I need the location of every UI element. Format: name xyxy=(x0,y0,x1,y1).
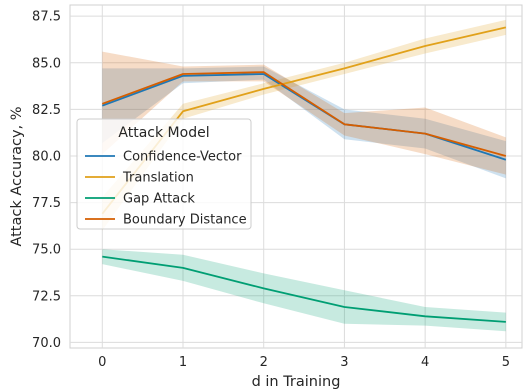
confidence-bands xyxy=(102,19,506,332)
legend: Attack Model Confidence-Vector Translatio… xyxy=(76,118,252,230)
y-tick-label: 72.5 xyxy=(32,289,61,304)
legend-items: Confidence-Vector Translation Gap Attack Bo… xyxy=(85,150,247,228)
y-axis-label: Attack Accuracy, % xyxy=(9,106,25,246)
x-tick-label: 1 xyxy=(179,355,187,370)
x-tick-label: 5 xyxy=(502,355,510,370)
x-tick-label: 0 xyxy=(98,355,106,370)
confidence-band xyxy=(102,51,506,175)
legend-label: Translation xyxy=(122,171,194,186)
y-tick-label: 82.5 xyxy=(32,103,61,118)
y-tick-label: 77.5 xyxy=(32,196,61,211)
series-line xyxy=(101,71,507,157)
axes: 70.0 72.5 75.0 77.5 80.0 82.5 85.0 87.5 0 1 2 3 4 5 xyxy=(32,10,510,370)
legend-label: Confidence-Vector xyxy=(123,150,242,165)
confidence-band xyxy=(102,19,506,231)
legend-label: Boundary Distance xyxy=(123,213,247,228)
series-line xyxy=(102,255,506,323)
y-tick-label: 80.0 xyxy=(32,149,61,164)
legend-title: Attack Model xyxy=(118,125,209,141)
legend-box xyxy=(76,118,252,230)
legend-label: Gap Attack xyxy=(123,192,195,207)
y-tick-label: 70.0 xyxy=(32,336,61,351)
y-tick-label: 87.5 xyxy=(32,10,61,25)
x-tick-label: 3 xyxy=(340,355,348,370)
confidence-band xyxy=(102,66,506,179)
x-tick-label: 2 xyxy=(260,355,268,370)
series-lines xyxy=(101,26,507,323)
y-tick-label: 75.0 xyxy=(32,243,61,258)
confidence-band xyxy=(102,249,506,332)
x-axis-label: d in Training xyxy=(252,374,341,390)
y-tick-label: 85.0 xyxy=(32,56,61,71)
x-tick-label: 4 xyxy=(421,355,429,370)
